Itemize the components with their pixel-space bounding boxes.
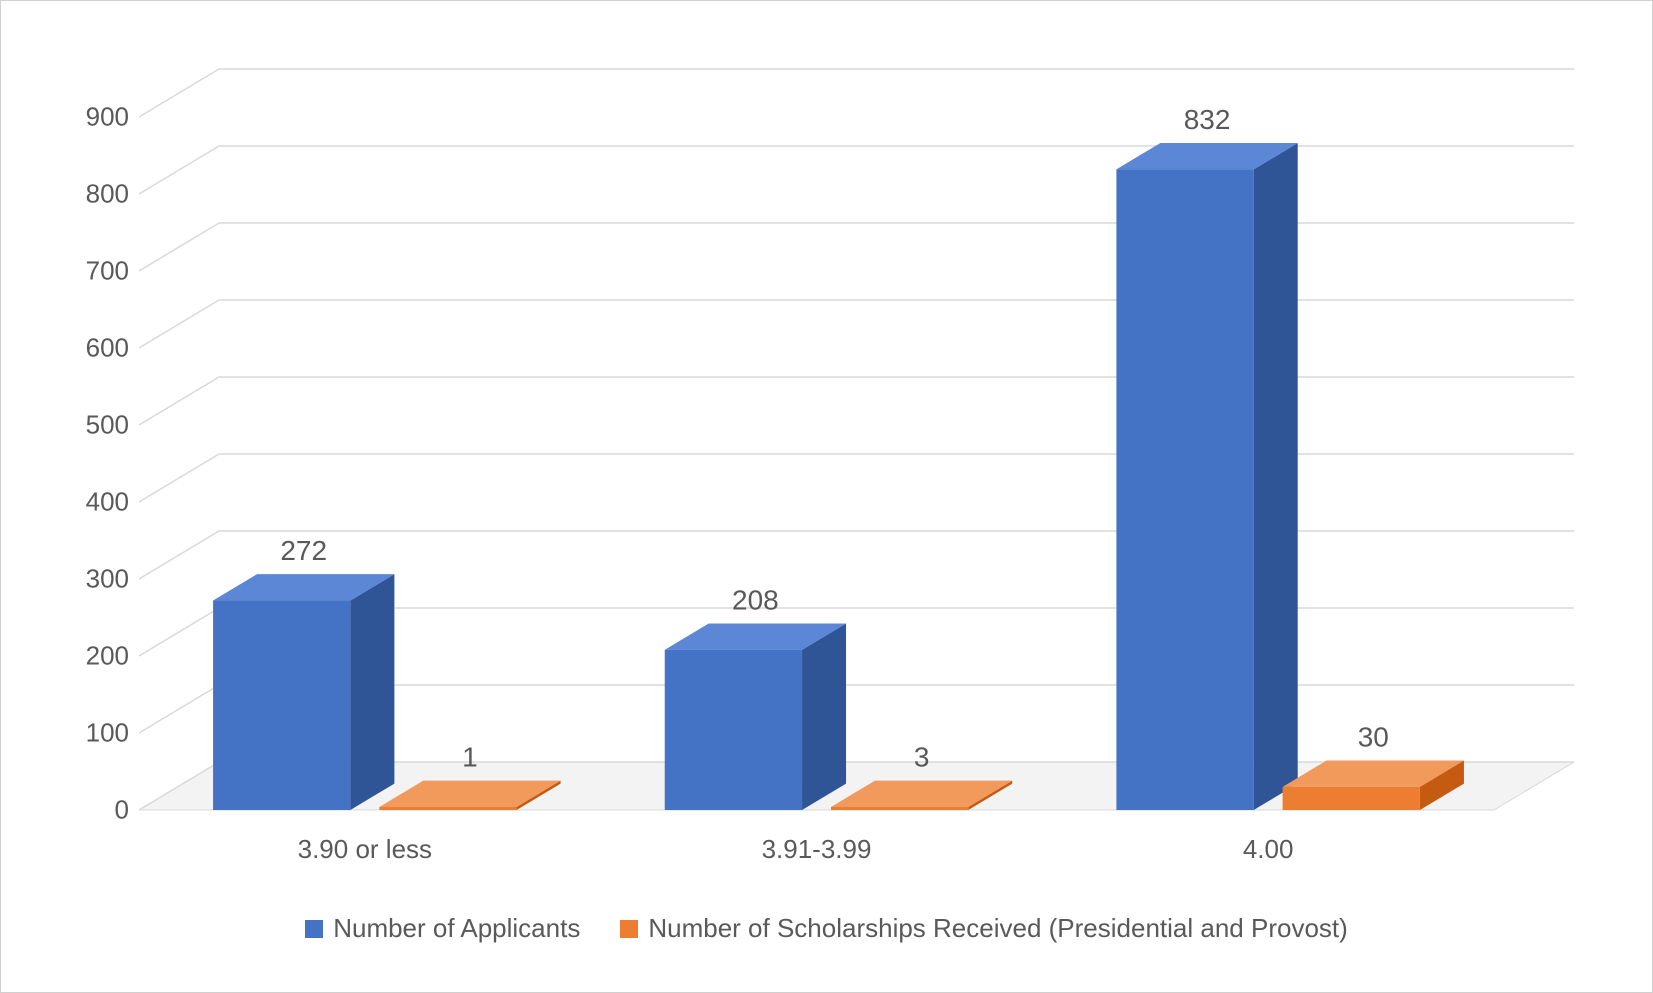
- svg-text:1: 1: [462, 742, 478, 773]
- y-tick-label: 200: [86, 641, 129, 672]
- y-tick-label: 0: [115, 795, 129, 826]
- y-tick-label: 300: [86, 564, 129, 595]
- legend-swatch-applicants: [305, 920, 323, 938]
- svg-text:208: 208: [732, 584, 779, 615]
- svg-text:272: 272: [280, 535, 327, 566]
- legend-label-applicants: Number of Applicants: [333, 913, 580, 944]
- legend: Number of Applicants Number of Scholarsh…: [19, 913, 1634, 944]
- y-tick-label: 100: [86, 718, 129, 749]
- x-axis: 3.90 or less 3.91-3.99 4.00: [139, 824, 1574, 874]
- x-tick-label: 3.91-3.99: [762, 834, 872, 865]
- svg-text:832: 832: [1184, 104, 1231, 135]
- x-tick-label: 4.00: [1243, 834, 1294, 865]
- legend-item-scholarships: Number of Scholarships Received (Preside…: [620, 913, 1347, 944]
- y-tick-label: 800: [86, 179, 129, 210]
- y-tick-label: 900: [86, 102, 129, 133]
- chart-inner: 272 1 208 3 832 30 0 100 200 300 400 500 600 700 800 9…: [19, 19, 1634, 974]
- y-tick-label: 500: [86, 410, 129, 441]
- legend-label-scholarships: Number of Scholarships Received (Preside…: [648, 913, 1347, 944]
- svg-text:3: 3: [914, 742, 930, 773]
- plot-area: 272 1 208 3 832 30: [139, 59, 1574, 814]
- y-tick-label: 400: [86, 487, 129, 518]
- legend-item-applicants: Number of Applicants: [305, 913, 580, 944]
- y-tick-label: 700: [86, 256, 129, 287]
- svg-text:30: 30: [1358, 722, 1389, 753]
- x-tick-label: 3.90 or less: [298, 834, 432, 865]
- y-tick-label: 600: [86, 333, 129, 364]
- chart-container: 272 1 208 3 832 30 0 100 200 300 400 500 600 700 800 9…: [0, 0, 1653, 993]
- chart-svg: 272 1 208 3 832 30: [139, 59, 1574, 814]
- legend-swatch-scholarships: [620, 920, 638, 938]
- y-axis: 0 100 200 300 400 500 600 700 800 900: [19, 19, 139, 974]
